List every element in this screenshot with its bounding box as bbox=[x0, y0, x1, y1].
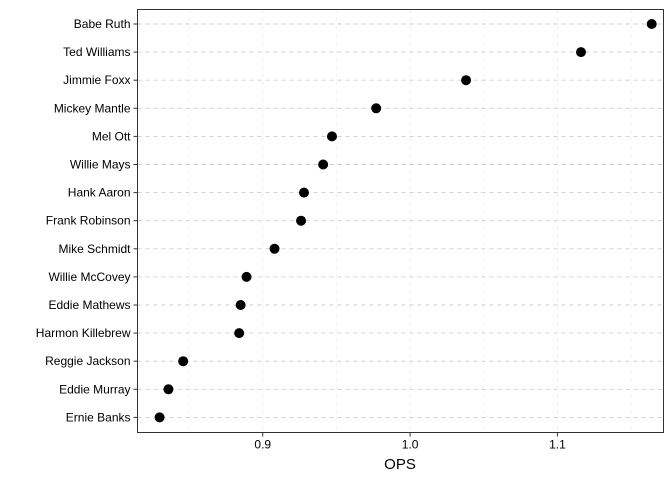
x-tick-label: 1.1 bbox=[549, 438, 566, 452]
x-axis-title: OPS bbox=[384, 456, 416, 473]
y-tick-label: Mike Schmidt bbox=[58, 242, 131, 256]
data-point bbox=[298, 187, 309, 198]
x-tick-label: 0.9 bbox=[254, 438, 271, 452]
label-layer: 0.9 1.0 1.1 Babe Ruth Ted Williams Jimmie Fox… bbox=[36, 17, 566, 452]
y-tick-label: Babe Ruth bbox=[74, 17, 131, 31]
y-tick-label: Frank Robinson bbox=[46, 214, 131, 228]
data-point bbox=[178, 356, 189, 367]
y-tick-label: Jimmie Foxx bbox=[63, 73, 130, 87]
y-tick-label: Eddie Murray bbox=[59, 382, 130, 396]
y-tick-label: Ernie Banks bbox=[66, 410, 131, 424]
data-point bbox=[269, 243, 280, 254]
data-point bbox=[461, 75, 472, 86]
y-tick-label: Harmon Killebrew bbox=[36, 326, 131, 340]
data-point bbox=[235, 300, 246, 310]
data-point bbox=[154, 412, 165, 423]
x-tick-label: 1.0 bbox=[402, 438, 419, 452]
y-tick-label: Willie McCovey bbox=[48, 270, 130, 284]
data-point bbox=[163, 384, 174, 395]
data-point bbox=[296, 215, 307, 226]
y-tick-label: Reggie Jackson bbox=[45, 354, 130, 368]
data-point bbox=[234, 328, 245, 339]
y-tick-label: Willie Mays bbox=[70, 158, 131, 172]
data-point bbox=[318, 159, 329, 170]
plot-panel bbox=[137, 9, 664, 433]
y-tick-label: Mickey Mantle bbox=[54, 101, 131, 115]
data-point bbox=[326, 131, 337, 142]
data-point bbox=[575, 47, 586, 58]
point-layer bbox=[154, 19, 657, 423]
y-tick-label: Eddie Mathews bbox=[48, 298, 130, 312]
y-tick-label: Mel Ott bbox=[92, 129, 131, 143]
data-point bbox=[371, 103, 382, 114]
tick-layer bbox=[133, 23, 558, 437]
data-point bbox=[646, 19, 657, 29]
y-tick-label: Hank Aaron bbox=[68, 186, 131, 200]
grid-layer bbox=[137, 9, 664, 433]
y-tick-label: Ted Williams bbox=[63, 45, 130, 59]
data-point bbox=[241, 271, 252, 282]
